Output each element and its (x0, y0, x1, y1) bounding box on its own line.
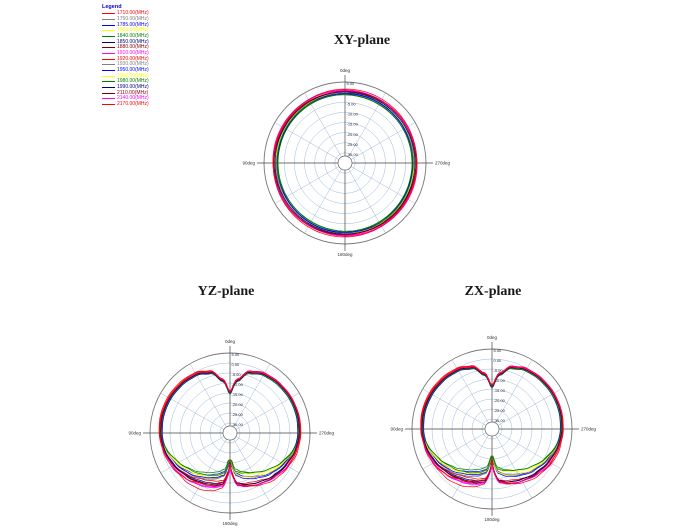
legend-color-line (102, 86, 115, 88)
xy-angle-label-0deg: 0deg (340, 68, 351, 73)
radial-tick-label: -15.00 (232, 392, 244, 397)
legend-item: 1920.00(MHz) (102, 56, 149, 62)
legend-item: 1880.00(MHz) (102, 45, 149, 51)
legend-color-line (102, 81, 115, 83)
legend-item-label: 1930.00(MHz) (117, 61, 149, 68)
legend-item-label: 2170.00(MHz) (117, 100, 149, 107)
legend-item-label: 1850.00(MHz) (117, 38, 149, 45)
legend-item-label: 1785.00(MHz) (117, 21, 149, 28)
radial-tick-label: -10.00 (232, 382, 244, 387)
legend-item: 1710.00(MHz) (102, 11, 149, 17)
yz-angle-label-180deg: 180deg (222, 521, 238, 526)
radial-tick-label: -25.00 (347, 142, 359, 147)
yz-angle-label-0deg: 0deg (225, 339, 236, 344)
legend-color-line (102, 41, 115, 43)
legend-item-label: 1750.00(MHz) (117, 15, 149, 22)
radial-tick-label: 0.00 (347, 91, 356, 96)
legend-color-line (102, 35, 115, 37)
legend-title: Legend (102, 4, 122, 10)
yz-plane-plot: 5.00 0.00 -5.00 -10.00 -15.00 -20.00 -25.00 -30… (128, 339, 334, 526)
legend-color-line (102, 64, 115, 66)
yz-angle-label-270deg: 270deg (319, 431, 335, 436)
legend-color-line (102, 98, 115, 100)
xy-angle-label-90deg: 90deg (242, 161, 255, 166)
xy-angle-label-180deg: 180deg (337, 252, 353, 257)
legend-color-line (102, 24, 115, 26)
legend-item-label: 1920.00(MHz) (117, 55, 149, 62)
legend: Legend 1710.00(MHz) 1750.00(MHz) 1785.00(M… (102, 4, 149, 107)
zx-plane-title: ZX-plane (464, 284, 522, 299)
legend-items: 1710.00(MHz) 1750.00(MHz) 1785.00(MHz) 1805… (102, 11, 149, 107)
zx-angle-label-180deg: 180deg (484, 517, 500, 522)
legend-item: 1990.00(MHz) (102, 83, 149, 91)
radial-tick-label: -20.00 (232, 402, 244, 407)
radial-tick-label: -10.00 (347, 112, 359, 117)
legend-item: 2170.00(MHz) (102, 100, 149, 108)
radial-tick-label: 5.00 (494, 348, 503, 353)
radial-tick-label: -5.00 (494, 368, 504, 373)
legend-item-label: 1710.00(MHz) (117, 10, 149, 17)
legend-item: 1930.00(MHz) (102, 62, 149, 68)
radial-tick-label: -5.00 (232, 372, 242, 377)
xy-angle-label-270deg: 270deg (435, 161, 451, 166)
legend-item-label: 1805.00(MHz) (117, 27, 149, 34)
legend-item-label: 1960.00(MHz) (117, 72, 149, 79)
legend-item: 1840.00(MHz) (102, 32, 149, 40)
radial-tick-label: -30.00 (494, 418, 506, 423)
legend-item: 1910.00(MHz) (102, 49, 149, 57)
radial-tick-label: -20.00 (494, 398, 506, 403)
legend-item: 1950.00(MHz) (102, 66, 149, 74)
legend-item: 1850.00(MHz) (102, 39, 149, 45)
legend-item-label: 2110.00(MHz) (117, 89, 149, 96)
legend-color-line (102, 92, 115, 94)
zx-angle-label-90deg: 90deg (390, 427, 403, 432)
radial-tick-label: -30.00 (347, 152, 359, 157)
radial-tick-label: 0.00 (232, 362, 241, 367)
legend-item-label: 2140.00(MHz) (117, 95, 149, 102)
legend-item-label: 1880.00(MHz) (117, 44, 149, 51)
legend-color-line (102, 58, 115, 60)
legend-item: 1750.00(MHz) (102, 15, 149, 23)
legend-color-line (102, 18, 115, 20)
radial-tick-label: -30.00 (232, 422, 244, 427)
radial-tick-label: -15.00 (347, 122, 359, 127)
radial-tick-label: -25.00 (232, 412, 244, 417)
legend-item: 1980.00(MHz) (102, 79, 149, 85)
radial-tick-label: 5.00 (232, 352, 241, 357)
zx-plane-plot: 5.00 0.00 -5.00 -10.00 -15.00 -20.00 -25.00 -30… (390, 335, 596, 522)
legend-color-line (102, 30, 115, 32)
radial-tick-label: 0.00 (494, 358, 503, 363)
radial-tick-label: -15.00 (494, 388, 506, 393)
zx-angle-label-0deg: 0deg (487, 335, 498, 340)
xy-plane-plot: 5.00 0.00 -5.00 -10.00 -15.00 -20.00 -25.00 -30… (242, 68, 450, 257)
legend-item: 1960.00(MHz) (102, 73, 149, 79)
legend-color-line (102, 103, 115, 105)
radial-tick-label: -20.00 (347, 132, 359, 137)
legend-color-line (102, 13, 115, 15)
legend-item-label: 1840.00(MHz) (117, 32, 149, 39)
legend-item: 1785.00(MHz) (102, 22, 149, 28)
legend-item-label: 1980.00(MHz) (117, 78, 149, 85)
yz-angle-label-90deg: 90deg (128, 431, 141, 436)
radial-tick-label: -5.00 (347, 101, 357, 106)
legend-item: 1805.00(MHz) (102, 28, 149, 34)
radial-tick-label: -25.00 (494, 408, 506, 413)
legend-color-line (102, 75, 115, 77)
yz-plane-title: YZ-plane (197, 284, 255, 299)
xy-plane-title: XY-plane (333, 33, 391, 48)
legend-item-label: 1990.00(MHz) (117, 83, 149, 90)
zx-angle-label-270deg: 270deg (581, 427, 597, 432)
legend-color-line (102, 52, 115, 54)
radial-tick-label: -10.00 (494, 378, 506, 383)
legend-item-label: 1910.00(MHz) (117, 49, 149, 56)
legend-item: 2140.00(MHz) (102, 96, 149, 102)
radial-tick-label: 5.00 (347, 81, 356, 86)
legend-color-line (102, 47, 115, 49)
legend-item: 2110.00(MHz) (102, 90, 149, 96)
legend-item-label: 1950.00(MHz) (117, 66, 149, 73)
legend-color-line (102, 69, 115, 71)
